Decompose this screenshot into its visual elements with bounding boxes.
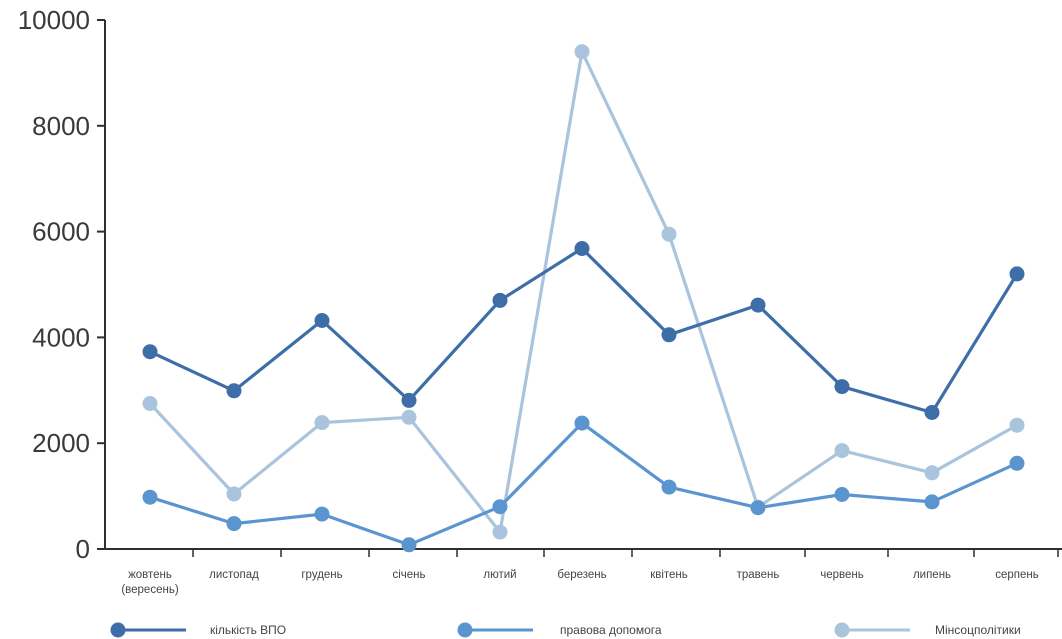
y-tick-label: 2000 — [32, 428, 90, 458]
x-tick-label: серпень — [995, 569, 1039, 581]
x-tick-label: лютий — [483, 569, 516, 581]
data-point — [661, 226, 677, 242]
x-tick-group: жовтень (вересень) листопад грудень січень лю… — [121, 549, 1059, 596]
data-point — [401, 392, 417, 408]
data-point — [142, 344, 158, 360]
data-point — [924, 405, 940, 420]
x-tick-label: червень — [820, 569, 864, 581]
data-point — [314, 506, 330, 522]
x-tick-label: січень — [392, 569, 425, 581]
data-point — [834, 379, 850, 395]
series-line — [148, 421, 1019, 547]
y-tick-label: 0 — [76, 534, 90, 564]
data-point — [226, 383, 242, 399]
x-tick-label-line: березень — [557, 569, 606, 581]
legend-marker — [834, 622, 850, 638]
x-tick-label-line: січень — [392, 569, 425, 581]
x-tick-label: липень — [913, 569, 951, 581]
data-point — [924, 494, 940, 510]
legend-label: Мінсоцполітики — [935, 623, 1021, 637]
data-point — [142, 489, 158, 505]
x-tick-label: жовтень (вересень) — [121, 569, 178, 596]
data-point — [492, 524, 508, 540]
data-point — [401, 409, 417, 425]
y-tick-group: 0 2000 4000 6000 8000 10000 — [18, 5, 105, 564]
data-point — [492, 292, 508, 308]
data-point — [661, 327, 677, 343]
data-point — [226, 486, 242, 502]
data-point — [492, 499, 508, 515]
x-tick-label-line: жовтень — [128, 569, 172, 581]
data-point — [924, 465, 940, 481]
legend-label: кількість ВПО — [210, 623, 286, 637]
data-point — [834, 487, 850, 502]
legend-label: правова допомога — [560, 623, 662, 637]
y-tick-label: 8000 — [32, 111, 90, 141]
x-tick-label-line: квітень — [650, 569, 688, 581]
x-tick-label: березень — [557, 569, 606, 581]
data-point — [834, 443, 850, 459]
y-tick-label: 4000 — [32, 322, 90, 352]
x-tick-label-line: листопад — [209, 569, 259, 581]
legend: кількість ВПО правова допомога Мінсоцполіт… — [110, 622, 1021, 638]
y-tick-label: 6000 — [32, 217, 90, 247]
series-group — [142, 44, 1025, 553]
legend-marker — [457, 622, 473, 638]
x-tick-label-line: грудень — [301, 569, 342, 581]
x-tick-label-line: травень — [737, 569, 780, 581]
data-point — [1009, 417, 1025, 433]
series-line — [148, 50, 1019, 534]
axes — [104, 20, 1062, 550]
data-point — [142, 396, 158, 411]
x-tick-label: травень — [737, 569, 780, 581]
data-point — [314, 313, 330, 328]
x-tick-label-line: серпень — [995, 569, 1039, 581]
x-tick-label-line: червень — [820, 569, 864, 581]
x-tick-label-line: липень — [913, 569, 951, 581]
data-point — [574, 44, 590, 60]
data-point — [750, 500, 766, 516]
data-point — [574, 241, 590, 256]
data-point — [226, 516, 242, 532]
x-tick-label: квітень — [650, 569, 688, 581]
data-point — [574, 415, 590, 431]
data-point — [750, 297, 766, 313]
legend-marker — [110, 622, 126, 638]
y-tick-label: 10000 — [18, 5, 90, 35]
data-point — [661, 479, 677, 495]
x-tick-label: листопад — [209, 569, 259, 581]
data-point — [1009, 455, 1025, 471]
data-point — [1009, 266, 1025, 282]
series-line — [148, 246, 1019, 415]
data-point — [314, 415, 330, 431]
data-point — [401, 537, 417, 553]
x-tick-label-line: (вересень) — [121, 584, 178, 596]
x-tick-label: грудень — [301, 569, 342, 581]
x-tick-label-line: лютий — [483, 569, 516, 581]
